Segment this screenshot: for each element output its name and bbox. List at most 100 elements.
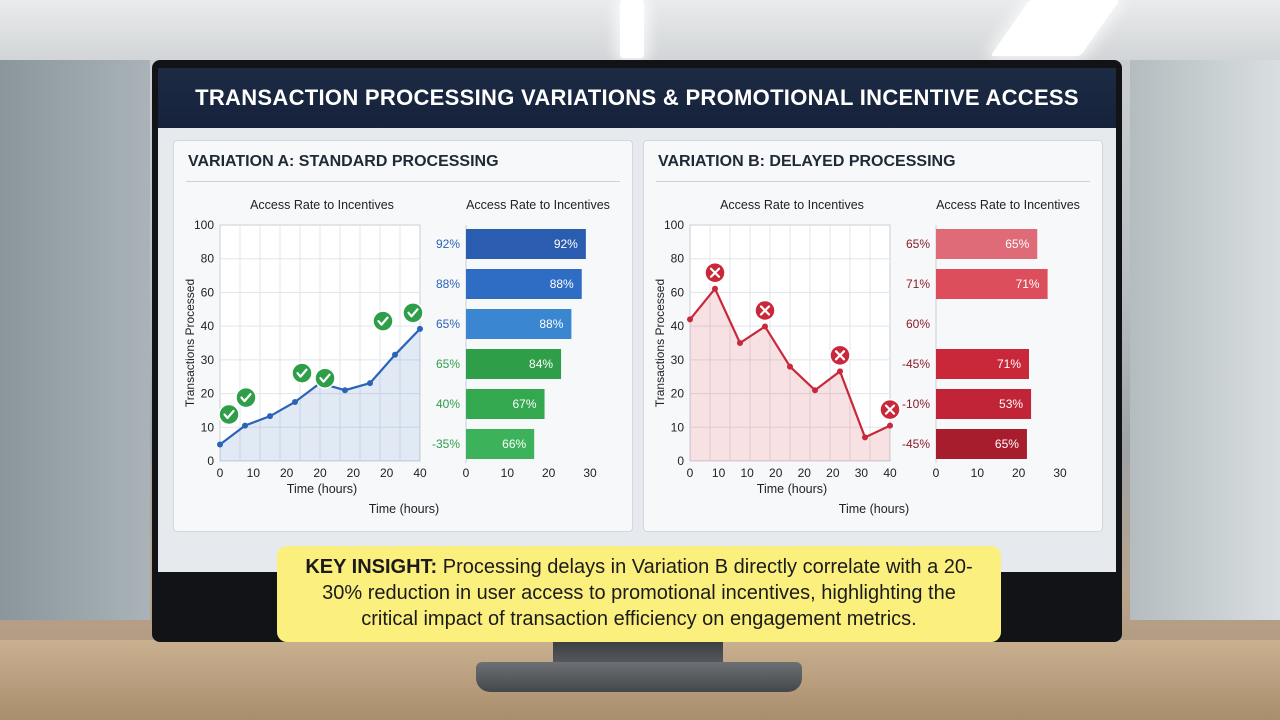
panel-variation-b: VARIATION B: DELAYED PROCESSING Access R…: [643, 140, 1103, 532]
y-tick-label: 10: [201, 420, 215, 434]
data-point: [292, 399, 298, 405]
page-title: TRANSACTION PROCESSING VARIATIONS & PROM…: [195, 85, 1079, 110]
x-icon-glyph: [834, 350, 846, 361]
bar-category-label: 71%: [906, 277, 930, 291]
bar-data-label: 53%: [999, 397, 1023, 411]
bar-x-tick-label: 30: [583, 466, 597, 480]
x-tick-label: 20: [313, 466, 327, 480]
bar-data-label: 92%: [554, 237, 578, 251]
y-tick-label: 10: [671, 420, 685, 434]
bar: [466, 229, 586, 259]
bar-category-label: 65%: [436, 317, 460, 331]
x-icon-glyph: [709, 267, 721, 278]
x-tick-label: 20: [769, 466, 783, 480]
check-icon: [218, 403, 240, 426]
x-tick-label: 10: [740, 466, 754, 480]
area-fill: [220, 328, 420, 461]
check-icon-glyph: [240, 393, 252, 403]
bar-x-axis-title: Time (hours): [369, 502, 439, 516]
x-tick-label: 10: [247, 466, 261, 480]
bar-category-label: 65%: [906, 237, 930, 251]
y-tick-label: 80: [201, 252, 215, 266]
line-chart-title: Access Rate to Incentives: [250, 198, 394, 212]
bar-category-label: -35%: [432, 437, 460, 451]
panel-variation-a: VARIATION A: STANDARD PROCESSING Access …: [173, 140, 633, 532]
area-fill: [690, 288, 890, 461]
y-tick-label: 60: [671, 285, 685, 299]
chart-variation-a: Access Rate to Incentives 0 10 20 30 40 60 80 10…: [183, 198, 610, 516]
bar-x-axis-title: Time (hours): [839, 502, 909, 516]
data-point: [737, 340, 743, 346]
y-tick-label: 100: [194, 218, 214, 232]
data-point: [267, 413, 273, 420]
x-tick-label: 20: [380, 466, 394, 480]
bar-x-tick-label: 20: [1012, 466, 1026, 480]
bar-x-tick-label: 10: [971, 466, 985, 480]
bar: [936, 269, 1048, 299]
y-tick-label: 30: [671, 353, 685, 367]
y-tick-label: 100: [664, 218, 684, 232]
bar-category-label: 60%: [906, 317, 930, 331]
x-axis-title: Time (hours): [757, 482, 827, 496]
bar-category-label: 40%: [436, 397, 460, 411]
key-insight-callout: KEY INSIGHT: Processing delays in Variat…: [277, 546, 1001, 642]
bar-chart-title: Access Rate to Incentives: [936, 198, 1080, 212]
x-tick-label: 10: [712, 466, 726, 480]
check-icon-glyph: [223, 409, 235, 420]
panel-b-divider: [656, 181, 1090, 182]
bar-x-tick-label: 10: [501, 466, 515, 480]
check-icon-glyph: [407, 308, 419, 318]
data-point: [787, 363, 793, 370]
x-tick-label: 0: [217, 466, 224, 480]
check-icon-glyph: [319, 373, 331, 383]
monitor-stand-base: [476, 662, 802, 692]
office-window-left: [0, 60, 150, 620]
x-tick-label: 20: [347, 466, 361, 480]
check-icon: [372, 310, 394, 332]
bar-data-label: 67%: [513, 397, 537, 411]
data-point: [242, 422, 248, 429]
bar-x-tick-label: 0: [463, 466, 470, 480]
data-point: [217, 441, 223, 448]
bar-category-label: 65%: [436, 357, 460, 371]
data-point: [712, 285, 718, 292]
dashboard-title-bar: TRANSACTION PROCESSING VARIATIONS & PROM…: [158, 68, 1116, 128]
check-icon: [235, 386, 257, 409]
y-tick-label: 80: [671, 252, 685, 266]
key-insight-label: KEY INSIGHT:: [305, 556, 438, 578]
check-icon: [402, 302, 424, 324]
bar-data-label: 66%: [502, 437, 526, 451]
y-axis-title: Transactions Processed: [653, 279, 667, 407]
y-tick-label: 30: [201, 353, 215, 367]
check-icon: [314, 367, 336, 389]
check-icon: [291, 362, 313, 384]
bar-category-label: -45%: [902, 437, 930, 451]
bar: [936, 429, 1027, 459]
bar-data-label: 84%: [529, 357, 553, 371]
y-tick-label: 60: [201, 285, 215, 299]
panel-a-divider: [186, 181, 620, 182]
panel-b-title: VARIATION B: DELAYED PROCESSING: [658, 153, 956, 170]
data-point: [367, 380, 373, 387]
monitor-screen: TRANSACTION PROCESSING VARIATIONS & PROM…: [158, 68, 1116, 572]
x-tick-label: 40: [413, 466, 427, 480]
x-icon-glyph: [759, 305, 771, 316]
y-tick-label: 40: [201, 319, 215, 333]
bar: [936, 229, 1038, 259]
data-point: [417, 325, 423, 332]
bar: [466, 309, 572, 339]
x-tick-label: 20: [280, 466, 294, 480]
ceiling-light: [620, 0, 644, 58]
bar-data-label: 71%: [997, 357, 1021, 371]
office-window-right: [1130, 60, 1280, 620]
y-tick-label: 20: [671, 387, 685, 401]
bar-x-tick-label: 0: [933, 466, 940, 480]
bar-chart-title: Access Rate to Incentives: [466, 198, 610, 212]
bar-data-label: 88%: [550, 277, 574, 291]
data-point: [887, 422, 893, 429]
bar-category-label: -10%: [902, 397, 930, 411]
bar: [936, 349, 1029, 379]
data-point: [687, 316, 693, 323]
data-point: [862, 434, 868, 441]
x-tick-label: 0: [687, 466, 694, 480]
